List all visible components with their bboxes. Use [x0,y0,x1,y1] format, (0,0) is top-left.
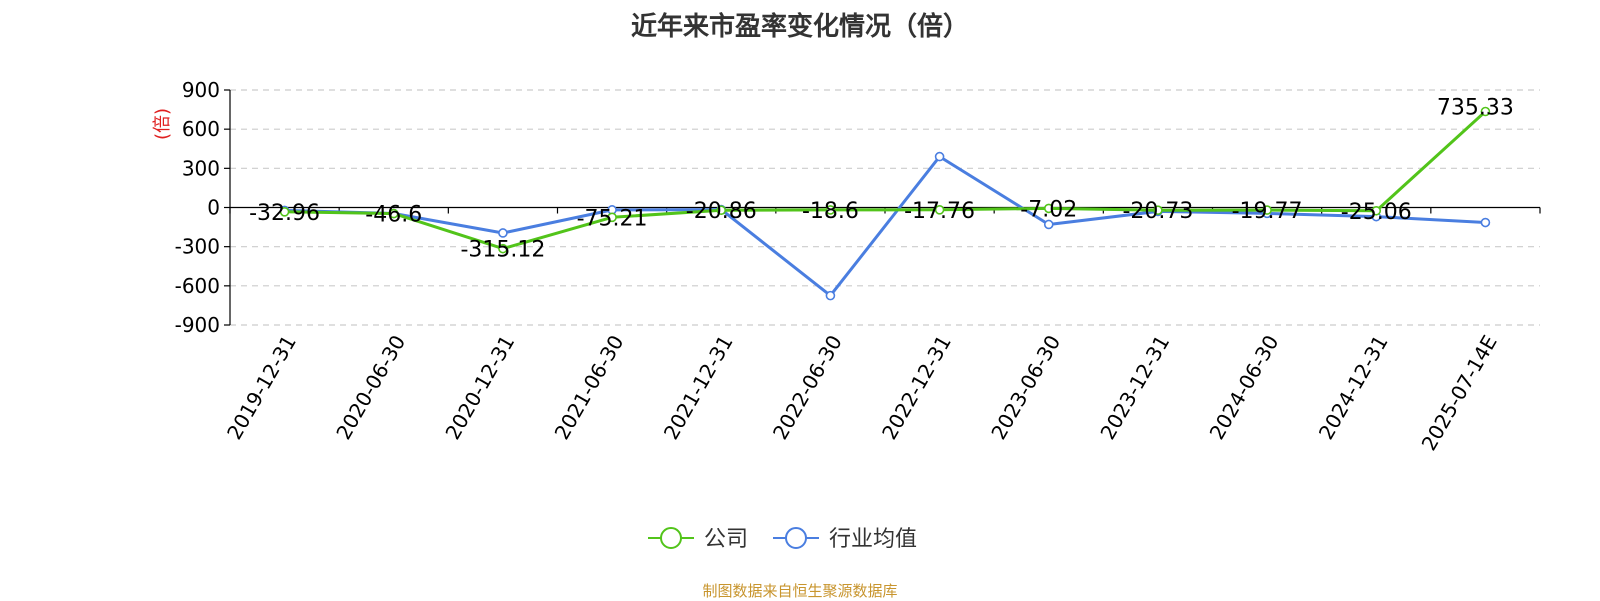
legend-item-company: 公司 [648,527,748,552]
y-tick-label: 600 [182,117,220,141]
y-tick-label: 0 [207,196,220,220]
series-lines [284,110,1487,298]
data-point [1262,205,1272,215]
x-tick-label: 2020-12-31 [440,331,519,444]
series-points [279,106,1491,301]
data-point [279,207,290,217]
data-label: -46.6 [365,203,422,228]
x-tick-label: 2022-06-30 [768,331,847,444]
source-note: 制图数据来自恒生聚源数据库 [702,582,898,600]
data-label: -18.6 [802,199,859,224]
x-tick-label: 2023-12-31 [1095,331,1174,444]
legend: 公司 行业均值 [648,527,917,552]
data-label: -25.06 [1341,200,1412,225]
series-line-industry [284,155,1486,298]
y-tick-label: -600 [175,274,220,298]
data-point [1043,219,1054,230]
data-label: 735.33 [1437,95,1514,120]
data-label: -17.76 [904,199,975,224]
x-tick-label: 2021-06-30 [550,331,629,444]
data-point [1480,217,1491,228]
data-point [388,208,399,219]
data-point [498,243,508,254]
x-tick-label: 2021-12-31 [659,331,738,444]
x-tick-label: 2025-07-14E [1417,331,1502,455]
data-point [498,228,508,238]
series-line-company [284,110,1487,251]
data-label: -75.21 [577,206,648,231]
data-label: -7.02 [1020,197,1077,222]
data-point [934,151,945,162]
y-tick-label: 300 [182,156,220,180]
data-label: -20.73 [1122,199,1193,224]
data-point [1371,205,1382,216]
x-tick-label: 2019-12-31 [222,331,301,444]
x-tick-label: 2020-06-30 [331,331,410,444]
legend-marker [660,527,682,549]
chart-title: 近年来市盈率变化情况（倍） [630,12,969,42]
y-tick-label: -300 [175,235,220,259]
y-axis-unit-label: (倍) [152,108,173,140]
data-label: -315.12 [460,238,545,263]
x-tick-label: 2024-12-31 [1314,331,1393,444]
legend-label: 行业均值 [829,527,917,552]
data-point [1480,106,1491,117]
x-tick-label: 2022-12-31 [877,331,956,444]
y-tick-label: -900 [175,313,220,337]
y-axis-ticks: 900 600 300 0 -300 -600 -900 [175,78,230,337]
x-axis-ticks: 2019-12-31 2020-06-30 2020-12-31 2021-06-30… [222,207,1541,455]
x-tick-label: 2024-06-30 [1205,331,1284,444]
data-label: -32.96 [249,201,320,226]
data-point [716,205,727,216]
data-label: -20.86 [686,199,757,224]
legend-item-industry: 行业均值 [773,527,917,552]
data-labels: -32.96 -46.6 -315.12 -75.21 -20.86 -18.6 -17.7… [249,95,1514,262]
legend-marker [785,527,807,549]
data-point [825,205,836,215]
data-point [1153,205,1163,216]
data-label: -19.77 [1232,199,1303,224]
data-point [934,205,945,215]
data-point [607,212,617,223]
data-point [1043,203,1054,214]
legend-label: 公司 [704,527,748,552]
y-tick-label: 900 [182,78,220,102]
grid-lines [230,89,1540,326]
x-tick-label: 2023-06-30 [986,331,1065,444]
data-point [825,290,836,301]
